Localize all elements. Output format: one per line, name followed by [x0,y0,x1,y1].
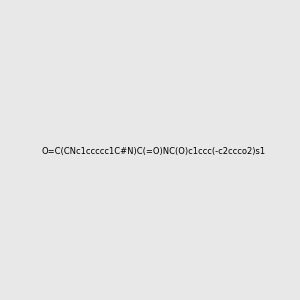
Text: O=C(CNc1ccccc1C#N)C(=O)NC(O)c1ccc(-c2ccco2)s1: O=C(CNc1ccccc1C#N)C(=O)NC(O)c1ccc(-c2ccc… [42,147,266,156]
